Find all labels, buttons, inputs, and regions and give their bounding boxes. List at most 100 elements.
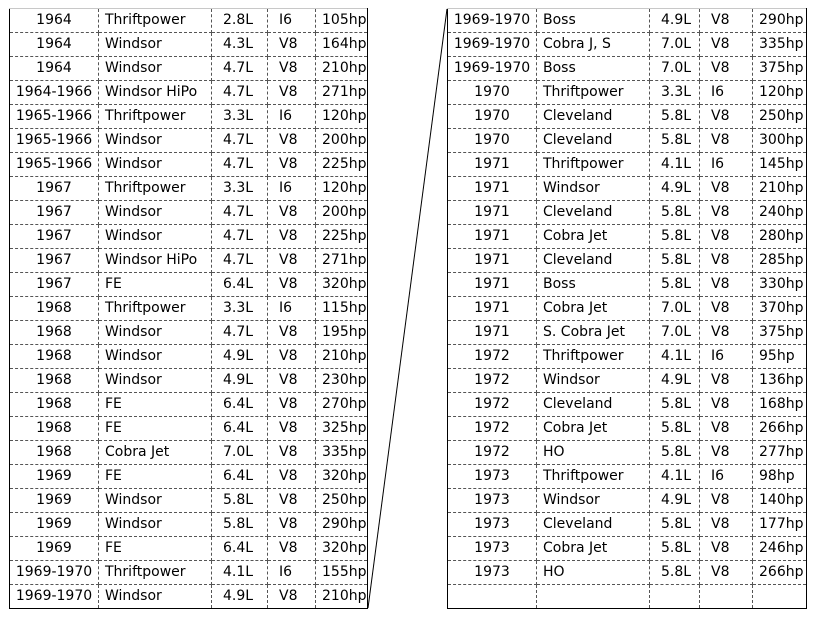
cylinder-layout-cell: V8	[699, 200, 753, 225]
table-row: 1971 S. Cobra Jet 7.0L V8 375hp	[447, 320, 807, 345]
year-cell: 1967	[9, 224, 99, 249]
year-cell: 1971	[447, 248, 537, 273]
horsepower-cell: 270hp	[315, 392, 368, 417]
displacement-cell: 5.8L	[211, 512, 268, 537]
year-cell: 1965-1966	[9, 104, 99, 129]
table-row: 1967 FE 6.4L V8 320hp	[9, 272, 368, 297]
cylinder-layout-cell: I6	[267, 8, 316, 33]
table-row: 1971 Cleveland 5.8L V8 285hp	[447, 248, 807, 273]
engine-family-cell: Cobra Jet	[98, 440, 212, 465]
year-cell: 1968	[9, 368, 99, 393]
horsepower-cell: 320hp	[315, 464, 368, 489]
horsepower-cell: 98hp	[752, 464, 807, 489]
cylinder-layout-cell: V8	[267, 368, 316, 393]
table-row: 1965-1966 Windsor 4.7L V8 200hp	[9, 128, 368, 153]
engine-family-cell: Windsor HiPo	[98, 248, 212, 273]
year-cell: 1973	[447, 560, 537, 585]
year-cell: 1969	[9, 536, 99, 561]
year-cell: 1967	[9, 248, 99, 273]
year-cell: 1969	[9, 464, 99, 489]
displacement-cell: 3.3L	[211, 296, 268, 321]
horsepower-cell: 140hp	[752, 488, 807, 513]
table-row: 1971 Cobra Jet 5.8L V8 280hp	[447, 224, 807, 249]
cylinder-layout-cell: V8	[699, 536, 753, 561]
engine-family-cell: Boss	[536, 8, 650, 33]
table-row: 1969-1970 Boss 7.0L V8 375hp	[447, 56, 807, 81]
displacement-cell	[649, 584, 700, 609]
displacement-cell: 4.9L	[649, 8, 700, 33]
engine-family-cell: Windsor	[98, 152, 212, 177]
engine-family-cell: FE	[98, 464, 212, 489]
engine-family-cell: Windsor	[98, 344, 212, 369]
year-cell: 1968	[9, 344, 99, 369]
table-row: 1969 Windsor 5.8L V8 290hp	[9, 512, 368, 537]
table-row: 1964-1966 Windsor HiPo 4.7L V8 271hp	[9, 80, 368, 105]
engine-family-cell: Cleveland	[536, 104, 650, 129]
year-cell: 1971	[447, 200, 537, 225]
engine-family-cell: FE	[98, 272, 212, 297]
displacement-cell: 4.7L	[211, 128, 268, 153]
engine-family-cell: Cobra J, S	[536, 32, 650, 57]
horsepower-cell: 266hp	[752, 560, 807, 585]
horsepower-cell: 280hp	[752, 224, 807, 249]
displacement-cell: 7.0L	[649, 296, 700, 321]
table-row: 1971 Thriftpower 4.1L I6 145hp	[447, 152, 807, 177]
displacement-cell: 5.8L	[649, 200, 700, 225]
displacement-cell: 4.7L	[211, 224, 268, 249]
engine-family-cell: Cleveland	[536, 512, 650, 537]
cylinder-layout-cell: V8	[699, 296, 753, 321]
table-row: 1967 Windsor 4.7L V8 225hp	[9, 224, 368, 249]
table-row: 1967 Windsor 4.7L V8 200hp	[9, 200, 368, 225]
table-row: 1973 Cleveland 5.8L V8 177hp	[447, 512, 807, 537]
cylinder-layout-cell: V8	[699, 368, 753, 393]
displacement-cell: 4.1L	[649, 152, 700, 177]
cylinder-layout-cell: V8	[699, 272, 753, 297]
year-cell: 1971	[447, 176, 537, 201]
engine-family-cell: S. Cobra Jet	[536, 320, 650, 345]
table-row: 1965-1966 Thriftpower 3.3L I6 120hp	[9, 104, 368, 129]
horsepower-cell: 120hp	[752, 80, 807, 105]
engine-family-cell: Cobra Jet	[536, 296, 650, 321]
engine-family-cell: HO	[536, 560, 650, 585]
displacement-cell: 5.8L	[649, 560, 700, 585]
engine-family-cell: Windsor	[536, 488, 650, 513]
horsepower-cell: 271hp	[315, 80, 368, 105]
table-row: 1968 FE 6.4L V8 325hp	[9, 416, 368, 441]
horsepower-cell: 210hp	[315, 584, 368, 609]
cylinder-layout-cell: I6	[699, 464, 753, 489]
table-row: 1973 Thriftpower 4.1L I6 98hp	[447, 464, 807, 489]
table-row: 1969-1970 Boss 4.9L V8 290hp	[447, 8, 807, 33]
displacement-cell: 4.3L	[211, 32, 268, 57]
horsepower-cell: 120hp	[315, 104, 368, 129]
horsepower-cell: 375hp	[752, 56, 807, 81]
year-cell: 1967	[9, 176, 99, 201]
table-row: 1969 FE 6.4L V8 320hp	[9, 464, 368, 489]
horsepower-cell: 370hp	[752, 296, 807, 321]
cylinder-layout-cell: V8	[699, 8, 753, 33]
table-row: 1965-1966 Windsor 4.7L V8 225hp	[9, 152, 368, 177]
cylinder-layout-cell: V8	[267, 512, 316, 537]
horsepower-cell: 168hp	[752, 392, 807, 417]
engine-family-cell: Windsor	[98, 200, 212, 225]
cylinder-layout-cell: V8	[267, 200, 316, 225]
cylinder-layout-cell: V8	[267, 248, 316, 273]
horsepower-cell: 290hp	[752, 8, 807, 33]
horsepower-cell: 240hp	[752, 200, 807, 225]
cylinder-layout-cell: V8	[267, 224, 316, 249]
horsepower-cell: 300hp	[752, 128, 807, 153]
table-row: 1968 FE 6.4L V8 270hp	[9, 392, 368, 417]
engine-family-cell: Windsor	[98, 56, 212, 81]
cylinder-layout-cell: V8	[699, 248, 753, 273]
displacement-cell: 5.8L	[211, 488, 268, 513]
cylinder-layout-cell: V8	[267, 440, 316, 465]
cylinder-layout-cell: V8	[699, 512, 753, 537]
displacement-cell: 6.4L	[211, 464, 268, 489]
table-row: 1972 Thriftpower 4.1L I6 95hp	[447, 344, 807, 369]
year-cell: 1972	[447, 392, 537, 417]
displacement-cell: 6.4L	[211, 536, 268, 561]
cylinder-layout-cell: V8	[699, 320, 753, 345]
displacement-cell: 7.0L	[649, 56, 700, 81]
cylinder-layout-cell: V8	[267, 344, 316, 369]
cylinder-layout-cell: V8	[267, 584, 316, 609]
displacement-cell: 4.9L	[211, 344, 268, 369]
